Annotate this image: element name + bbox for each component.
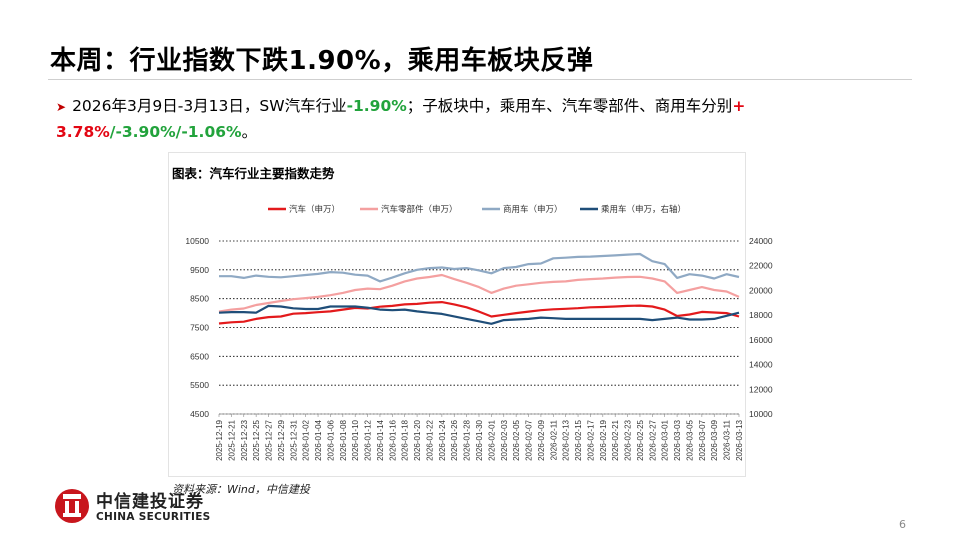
summary-end: 。 [241,123,258,141]
title-divider [48,79,912,80]
y-right-tick-label: 24000 [749,236,773,246]
summary-text-2: ；子板块中，乘用车、汽车零部件、商用车分别 [406,97,733,115]
y-right-tick-label: 10000 [749,409,773,419]
sep-1: / [109,123,116,141]
y-right-tick-label: 20000 [749,285,773,295]
summary-bullet: ➤ 2026年3月9日-3月13日，SW汽车行业-1.90%；子板块中，乘用车、汽… [56,94,926,145]
sep-2: / [175,123,182,141]
y-right-tick-label: 16000 [749,335,773,345]
page-number: 6 [899,518,906,531]
y-right-tick-label: 14000 [749,360,773,370]
data-source: 资料来源：Wind，中信建投 [172,483,310,496]
parts-change: -3.90% [115,123,176,141]
bullet-arrow-icon: ➤ [56,100,67,114]
logo-en-text: CHINA SECURITIES [96,511,211,523]
company-logo: 中信建投证券 CHINA SECURITIES [52,484,222,530]
commercial-change: -1.06% [181,123,242,141]
industry-change: -1.90% [346,97,407,115]
passenger-change: + 3.78% [56,97,746,141]
summary-text-1: 2026年3月9日-3月13日，SW汽车行业 [72,97,347,115]
y-right-tick-label: 18000 [749,310,773,320]
logo-cn-text: 中信建投证券 [96,492,204,512]
page-title: 本周：行业指数下跌1.90%，乘用车板块反弹 [50,46,594,76]
citic-emblem-icon [55,489,89,523]
chart-frame [168,152,746,477]
y-right-tick-label: 22000 [749,261,773,271]
y-right-tick-label: 12000 [749,384,773,394]
chart-caption: 图表：汽车行业主要指数走势 [172,166,335,181]
